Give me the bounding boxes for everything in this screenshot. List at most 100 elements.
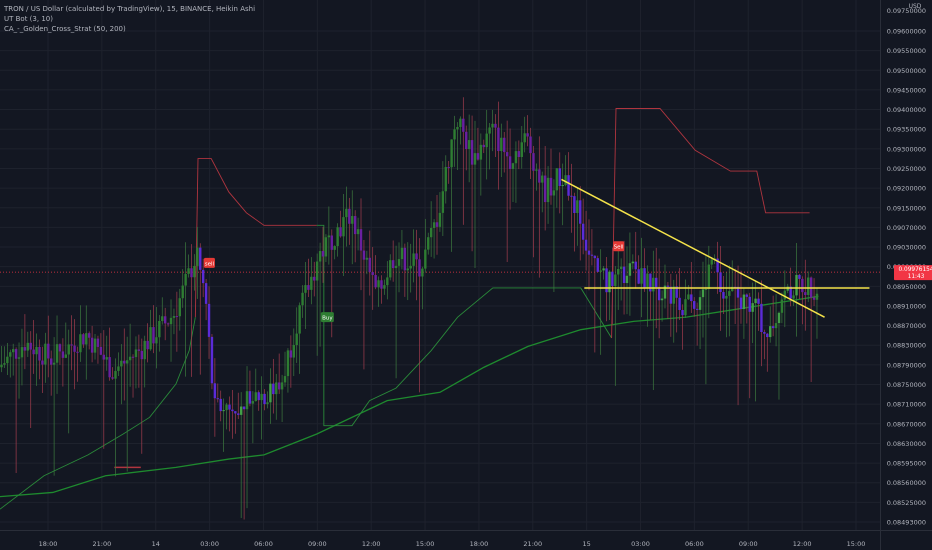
candle-body — [204, 283, 208, 304]
price-tick-label: 0.09600000 — [887, 28, 926, 36]
candle-body — [567, 175, 570, 196]
price-tick-label: 0.09450000 — [887, 86, 926, 94]
candle-body — [558, 168, 561, 186]
candle-body — [342, 217, 345, 237]
symbol-title[interactable]: TRON / US Dollar (calculated by TradingV… — [4, 5, 256, 13]
candle-body — [14, 349, 18, 359]
candle-body — [587, 250, 591, 255]
candle-body — [32, 349, 35, 355]
indicator-ut-bot[interactable]: UT Bot (3, 10) — [4, 15, 53, 23]
candle-body — [400, 247, 404, 260]
candle-body — [17, 357, 21, 359]
candle-body — [640, 268, 643, 284]
candle-body — [260, 393, 263, 401]
candle-body — [628, 263, 632, 276]
candle-body — [479, 144, 483, 160]
candle-body — [166, 323, 170, 325]
price-unit-label: USD — [909, 3, 922, 10]
candle-body — [739, 297, 743, 310]
candle-body — [520, 142, 523, 158]
ut-trail-red-2 — [611, 108, 810, 339]
time-tick-label: 14 — [152, 540, 160, 548]
candle-body — [339, 227, 342, 237]
candle-body — [20, 347, 24, 358]
candle-body — [353, 216, 357, 235]
candle-body — [307, 285, 310, 290]
candle-body — [111, 377, 114, 379]
candle-body — [146, 340, 149, 350]
price-tick-label: 0.09200000 — [887, 185, 926, 193]
candle-body — [114, 370, 117, 379]
candle-body — [517, 151, 521, 158]
golden-cross-ma-line — [0, 295, 819, 498]
candle-body — [652, 277, 655, 292]
indicator-golden-cross[interactable]: CA_-_Golden_Cross_Strat (50, 200) — [4, 25, 126, 33]
candle-body — [333, 246, 336, 250]
candle-body — [368, 257, 371, 273]
candle-body — [681, 309, 684, 316]
candle-body — [541, 175, 544, 183]
candle-body — [617, 269, 620, 275]
candle-body — [698, 297, 702, 310]
candle-body — [161, 316, 164, 321]
candle-body — [485, 133, 488, 148]
ut-trail-green-2 — [316, 224, 612, 427]
candle-body — [120, 360, 123, 367]
time-tick-label: 03:00 — [200, 540, 219, 548]
candle-body — [494, 123, 497, 128]
candle-body — [49, 358, 53, 365]
price-tick-label: 0.08910000 — [887, 302, 926, 310]
candle-body — [549, 177, 553, 196]
candle-body — [315, 261, 319, 281]
candle-body — [283, 376, 287, 383]
price-tick-label: 0.08560000 — [887, 479, 926, 487]
candle-body — [257, 392, 260, 401]
candle-body — [137, 349, 141, 351]
trendline-1 — [561, 178, 825, 318]
candle-body — [383, 285, 386, 289]
candle-body — [35, 346, 38, 355]
candle-body — [693, 301, 696, 309]
candle-body — [523, 133, 526, 143]
candle-body — [292, 345, 295, 358]
candle-body — [716, 258, 719, 273]
candle-body — [804, 292, 807, 295]
candle-body — [459, 118, 462, 127]
candle-body — [450, 139, 453, 168]
price-tick-label: 0.08830000 — [887, 342, 926, 350]
candle-body — [812, 297, 816, 300]
candle-body — [251, 401, 255, 404]
candle-body — [9, 352, 12, 357]
candle-body — [511, 163, 515, 169]
candle-body — [508, 156, 512, 169]
candle-body — [453, 129, 456, 140]
candle-body — [731, 286, 734, 292]
candle-body — [432, 222, 436, 228]
candle-body — [397, 259, 401, 266]
candle-body — [678, 297, 681, 310]
candle-body — [760, 303, 763, 333]
candle-body — [573, 196, 576, 214]
candle-body — [660, 298, 664, 301]
candle-body — [614, 274, 617, 287]
grid — [0, 0, 880, 530]
candle-body — [237, 413, 240, 415]
candle-body — [669, 286, 673, 304]
candle-body — [403, 247, 407, 271]
candle-body — [415, 253, 418, 260]
candle-body — [64, 354, 68, 358]
candle-body — [728, 291, 731, 296]
candle-body — [584, 239, 588, 251]
time-tick-label: 09:00 — [308, 540, 327, 548]
candle-body — [85, 333, 88, 345]
candle-body — [745, 294, 749, 297]
candle-body — [356, 229, 360, 235]
price-top-label: 0.09750000 — [887, 7, 926, 15]
candle-body — [798, 274, 801, 279]
candle-body — [675, 286, 678, 298]
candle-body — [690, 294, 693, 302]
candle-body — [304, 285, 307, 293]
price-tick-label: 0.09030000 — [887, 244, 926, 252]
candle-body — [295, 333, 298, 346]
